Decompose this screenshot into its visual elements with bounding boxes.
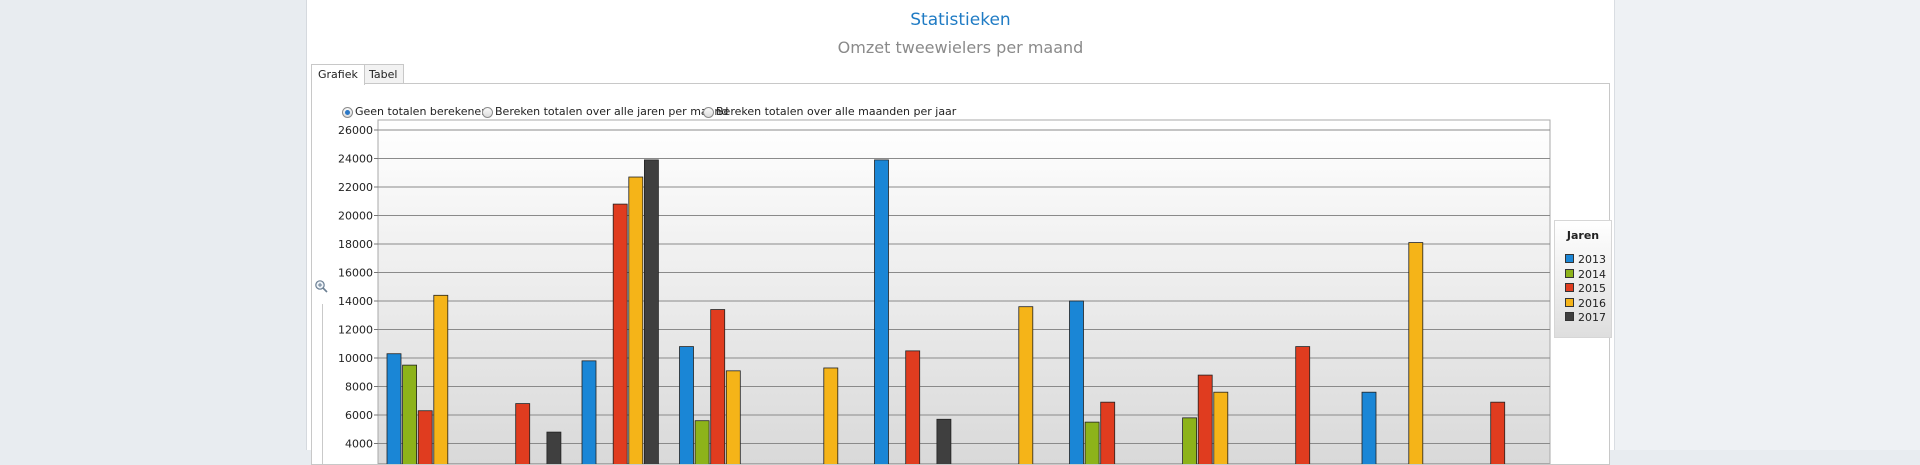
legend-item: 2016 — [1565, 297, 1606, 311]
bar-2016-1[interactable] — [433, 294, 449, 464]
y-tick-label: 4000 — [345, 438, 373, 451]
y-tick-label: 6000 — [345, 409, 373, 422]
bar-2013-1[interactable] — [386, 353, 402, 464]
zoom-in-icon[interactable] — [314, 279, 328, 293]
bar-2015-6[interactable] — [905, 350, 921, 464]
y-tick-label: 18000 — [338, 238, 373, 251]
page-title: Statistieken — [910, 10, 1011, 30]
y-tick-label: 8000 — [345, 381, 373, 394]
radio-selected-icon[interactable] — [342, 107, 353, 118]
tab-grafiek[interactable]: Grafiek — [311, 64, 365, 85]
bar-2016-5[interactable] — [823, 367, 839, 464]
bar-2015-4[interactable] — [710, 309, 726, 464]
radio-icon[interactable] — [482, 107, 493, 118]
legend-swatch — [1565, 312, 1574, 321]
bar-2015-1[interactable] — [417, 410, 433, 464]
y-tick-label: 14000 — [338, 295, 373, 308]
bar-2017-3[interactable] — [643, 159, 659, 464]
legend-label: 2013 — [1578, 253, 1606, 266]
legend-swatch — [1565, 297, 1574, 307]
bar-2015-9[interactable] — [1197, 374, 1213, 464]
y-tick-label: 12000 — [338, 324, 373, 337]
left-sidebar — [0, 0, 307, 450]
bar-2013-8[interactable] — [1069, 300, 1084, 464]
right-sidebar — [1614, 0, 1920, 450]
bar-2014-1[interactable] — [402, 364, 417, 464]
y-tick-label: 24000 — [338, 153, 373, 166]
bar-2015-10[interactable] — [1295, 346, 1311, 464]
bar-2017-6[interactable] — [936, 418, 952, 464]
legend-swatch — [1565, 283, 1574, 292]
legend-item: 2017 — [1565, 311, 1606, 325]
legend-label: 2017 — [1578, 311, 1606, 324]
statistics-panel: Statistieken Omzet tweewielers per maand… — [307, 0, 1614, 465]
page-subtitle: Omzet tweewielers per maand — [837, 38, 1084, 57]
option-label: Bereken totalen over alle jaren per maan… — [495, 105, 729, 118]
bar-chart: 4000 6000 8000 10000 12000 14000 16000 18000 200… — [338, 119, 1551, 464]
radio-icon[interactable] — [703, 107, 714, 118]
option-label: Geen totalen berekenen — [355, 105, 489, 118]
y-tick-label: 26000 — [338, 124, 373, 137]
legend-item: 2013 — [1565, 253, 1606, 267]
y-tick-label: 22000 — [338, 181, 373, 194]
plot-background — [377, 119, 1551, 464]
bar-2014-9[interactable] — [1182, 417, 1197, 464]
legend-title: Jaren — [1566, 229, 1600, 242]
bar-2016-3[interactable] — [628, 176, 644, 464]
bar-2013-4[interactable] — [679, 346, 694, 464]
legend-swatch — [1565, 268, 1574, 278]
legend-item: 2014 — [1565, 268, 1606, 282]
y-tick-label: 10000 — [338, 352, 373, 365]
tab-tabel[interactable]: Tabel — [362, 64, 405, 84]
chart-legend: Jaren 2013 2014 2015 2016 2017 — [1554, 220, 1612, 338]
bar-2016-11[interactable] — [1408, 242, 1424, 464]
bar-2015-12[interactable] — [1490, 401, 1506, 464]
legend-label: 2014 — [1578, 267, 1606, 281]
bar-2014-8[interactable] — [1084, 421, 1100, 464]
zoom-slider[interactable] — [322, 304, 323, 464]
legend-item: 2015 — [1565, 282, 1606, 296]
bar-2014-4[interactable] — [694, 420, 710, 464]
bar-2016-4[interactable] — [725, 370, 741, 464]
legend-label: 2016 — [1578, 296, 1606, 310]
chart-tab-panel: Geen totalen berekenen Bereken totalen o… — [311, 83, 1612, 465]
bar-2017-2[interactable] — [546, 431, 562, 464]
bar-2016-9[interactable] — [1213, 391, 1229, 464]
option-label: Bereken totalen over alle maanden per ja… — [716, 105, 957, 118]
bar-2013-6[interactable] — [874, 159, 889, 464]
bar-2015-8[interactable] — [1100, 401, 1116, 464]
bar-2016-7[interactable] — [1018, 306, 1034, 464]
legend-label: 2015 — [1578, 282, 1606, 295]
bar-2015-2[interactable] — [515, 403, 531, 464]
bar-2013-3[interactable] — [581, 360, 597, 464]
y-tick-label: 16000 — [338, 267, 373, 280]
bar-2013-11[interactable] — [1361, 391, 1377, 464]
y-tick-label: 20000 — [338, 210, 373, 223]
bar-2015-3[interactable] — [612, 203, 628, 464]
legend-swatch — [1565, 254, 1574, 263]
